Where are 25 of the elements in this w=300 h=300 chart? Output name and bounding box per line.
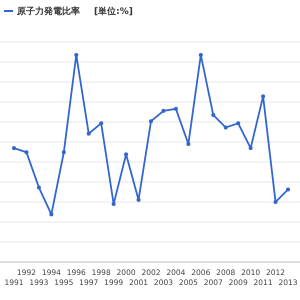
point [62,150,66,154]
point [174,106,178,111]
point [124,152,128,156]
chart-subtitle: [単位:%] [94,6,133,17]
point [24,150,28,154]
point [248,146,253,150]
point [149,119,153,124]
point [136,198,141,202]
point [99,121,104,126]
point [36,185,41,190]
point [74,53,78,57]
point [112,202,116,206]
point [286,188,290,192]
point [12,146,16,150]
point [86,132,91,136]
point [236,121,240,126]
point [49,212,54,216]
legend-label: 原子力発電比率 [16,6,80,17]
point [161,108,166,113]
point [186,142,190,146]
point [198,53,203,57]
point [274,200,278,204]
point [224,125,228,130]
point [211,113,216,118]
point [261,94,266,98]
